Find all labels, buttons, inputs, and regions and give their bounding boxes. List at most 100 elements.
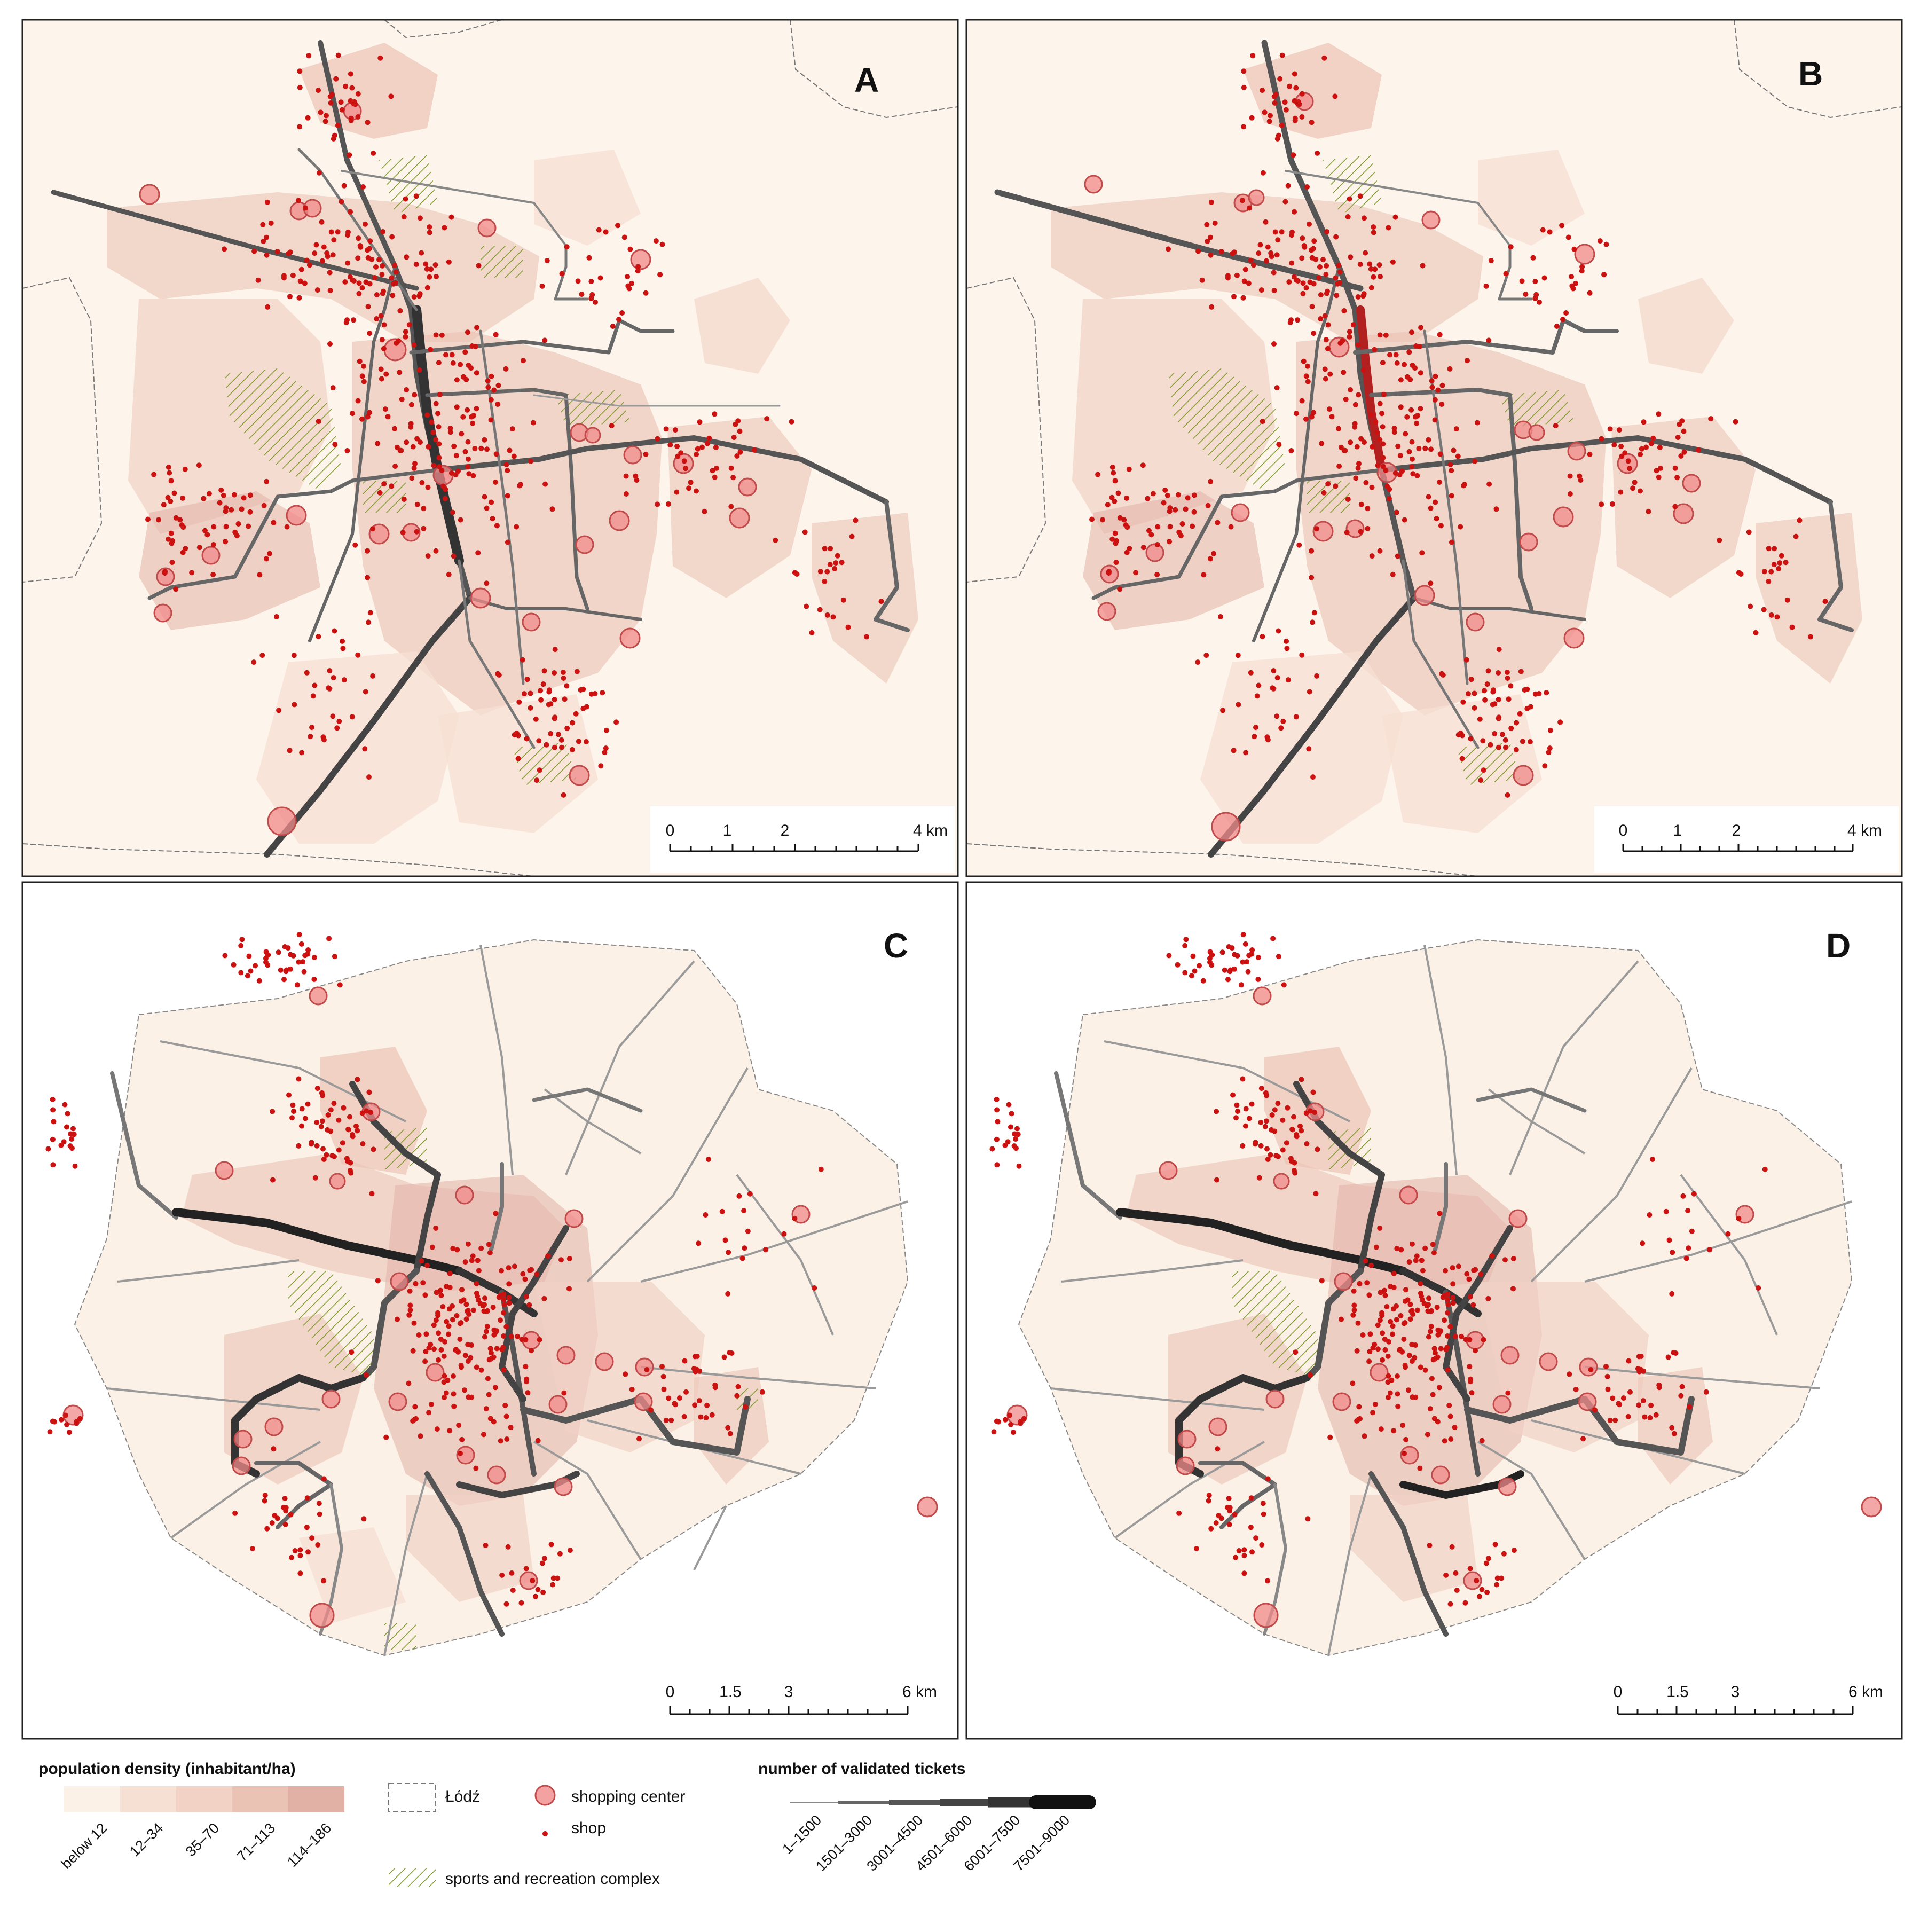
shop-point	[1409, 1241, 1415, 1247]
shop-point	[1406, 1259, 1412, 1265]
shop-point	[1372, 1401, 1378, 1407]
shop-point	[541, 1556, 547, 1561]
shop-point	[1504, 670, 1510, 675]
shop-point	[1021, 1416, 1027, 1421]
shop-point	[1567, 473, 1573, 479]
shop-point	[840, 597, 846, 603]
shop-point	[1648, 441, 1654, 446]
shop-point	[681, 1413, 687, 1419]
shop-point	[1449, 493, 1454, 499]
shop-point	[238, 943, 244, 948]
shop-point	[1323, 272, 1329, 277]
shop-point	[725, 1425, 731, 1431]
shop-point	[523, 1294, 529, 1300]
shop-point	[1480, 738, 1486, 744]
shop-point	[1398, 1247, 1404, 1253]
shop-point	[1305, 379, 1311, 384]
shop-point	[380, 263, 385, 269]
shop-point	[355, 1128, 360, 1134]
shop-point	[1166, 246, 1171, 252]
shop-point	[1265, 1157, 1271, 1162]
shop-point	[1225, 977, 1231, 983]
shop-point	[484, 446, 490, 452]
shop-point	[703, 1212, 709, 1218]
shop-point	[1308, 1108, 1313, 1114]
shop-point	[1435, 387, 1441, 393]
shop-point	[336, 718, 342, 724]
shop-point	[1375, 1322, 1381, 1328]
shop-point	[491, 387, 497, 393]
shop-point	[1428, 446, 1434, 452]
scale-bar-d: 0 1.5 3 6 km	[1614, 1683, 1883, 1715]
shop-point	[1314, 673, 1320, 679]
shop-point	[548, 1542, 554, 1548]
shop-point	[476, 263, 482, 269]
shop-point	[1447, 366, 1453, 372]
shop-point	[1303, 373, 1309, 379]
shop-point	[1240, 1143, 1246, 1149]
shop-point	[538, 697, 544, 703]
shop-point	[1391, 1428, 1397, 1434]
shop-point	[50, 1162, 56, 1168]
shop-point	[1422, 445, 1428, 451]
shop-point	[1483, 1560, 1489, 1566]
shop-point	[1164, 492, 1170, 498]
shop-point	[1212, 220, 1218, 226]
shop-point	[588, 279, 594, 284]
shop-point	[1437, 451, 1443, 457]
shop-point	[180, 549, 186, 555]
shop-point	[493, 332, 499, 337]
shop-point	[1299, 255, 1305, 261]
shop-point	[994, 1418, 1000, 1424]
shop-point	[319, 219, 325, 225]
shop-point	[697, 419, 703, 425]
shop-point	[1240, 932, 1246, 938]
shop-point	[361, 1516, 367, 1522]
shop-point	[1408, 407, 1414, 413]
shop-point	[448, 214, 454, 220]
shop-point	[1663, 1208, 1669, 1214]
shop-point	[451, 443, 457, 449]
shop-point	[327, 270, 333, 276]
shop-point	[1413, 1394, 1419, 1400]
shop-point	[792, 1215, 798, 1221]
shop-point	[331, 136, 336, 142]
shop-point	[1469, 1390, 1475, 1396]
shop-point	[264, 1526, 270, 1532]
shop-point	[485, 384, 491, 390]
shop-point	[573, 711, 579, 717]
shop-point	[446, 1331, 452, 1337]
shop-point	[461, 374, 466, 380]
shop-point	[1553, 423, 1559, 428]
shop-point	[1407, 1301, 1413, 1307]
shop-point	[1377, 1226, 1383, 1231]
shop-point	[474, 1364, 479, 1370]
shop-point	[1398, 377, 1404, 383]
shop-point	[465, 439, 471, 445]
shop-point	[537, 1337, 542, 1342]
shop-point	[567, 1548, 573, 1553]
shop-point	[264, 252, 270, 258]
shop-point	[704, 441, 710, 446]
shop-point	[1625, 1413, 1631, 1419]
density-swatch-1	[120, 1786, 176, 1812]
shop-point	[584, 704, 589, 710]
shop-point	[168, 498, 174, 504]
density-swatch-4	[288, 1786, 344, 1812]
shop-point	[326, 936, 332, 941]
shop-point	[1639, 446, 1644, 452]
shop-point	[1277, 76, 1283, 82]
shop-point	[735, 1384, 741, 1389]
shop-point	[660, 1373, 666, 1379]
shop-point	[1322, 313, 1328, 319]
shop-point	[1352, 402, 1358, 407]
shop-point	[1402, 1362, 1408, 1368]
shop-point	[423, 261, 429, 267]
shop-point	[1240, 1076, 1246, 1082]
scale-tick: 1	[723, 822, 732, 839]
shop-point	[1358, 436, 1364, 442]
shop-point	[634, 477, 640, 483]
shop-point	[1611, 442, 1617, 447]
shop-point	[1274, 675, 1280, 681]
shop-point	[1264, 1146, 1270, 1152]
